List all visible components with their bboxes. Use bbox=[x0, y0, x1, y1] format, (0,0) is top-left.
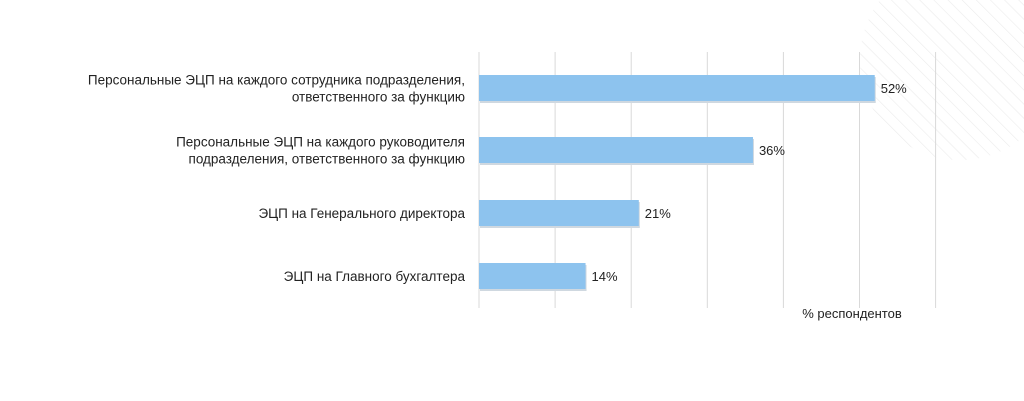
category-label-line: ЭЦП на Генерального директора bbox=[258, 206, 465, 221]
value-label: 14% bbox=[592, 269, 618, 284]
bar bbox=[479, 263, 586, 289]
category-label: ЭЦП на Главного бухгалтера bbox=[284, 269, 466, 284]
category-label-line: ответственного за функцию bbox=[292, 90, 465, 105]
category-label: ЭЦП на Генерального директора bbox=[258, 206, 465, 221]
category-label: Персональные ЭЦП на каждого сотрудника п… bbox=[88, 73, 465, 105]
category-label-line: ЭЦП на Главного бухгалтера bbox=[284, 269, 466, 284]
category-label-line: подразделения, ответственного за функцию bbox=[189, 152, 465, 167]
decorative-hatch bbox=[860, 0, 1024, 160]
x-axis-title: % респондентов bbox=[802, 306, 902, 321]
category-label: Персональные ЭЦП на каждого руководителя… bbox=[176, 135, 465, 167]
bar bbox=[479, 200, 639, 226]
value-label: 21% bbox=[645, 206, 671, 221]
value-label: 52% bbox=[881, 81, 907, 96]
value-labels: 52% 36% 21% 14% bbox=[592, 81, 908, 284]
value-label: 36% bbox=[759, 143, 785, 158]
bar bbox=[479, 137, 753, 163]
bars bbox=[479, 75, 876, 291]
bar bbox=[479, 75, 875, 101]
category-label-line: Персональные ЭЦП на каждого руководителя bbox=[176, 135, 465, 150]
category-labels: Персональные ЭЦП на каждого сотрудника п… bbox=[88, 73, 466, 285]
category-label-line: Персональные ЭЦП на каждого сотрудника п… bbox=[88, 73, 465, 88]
